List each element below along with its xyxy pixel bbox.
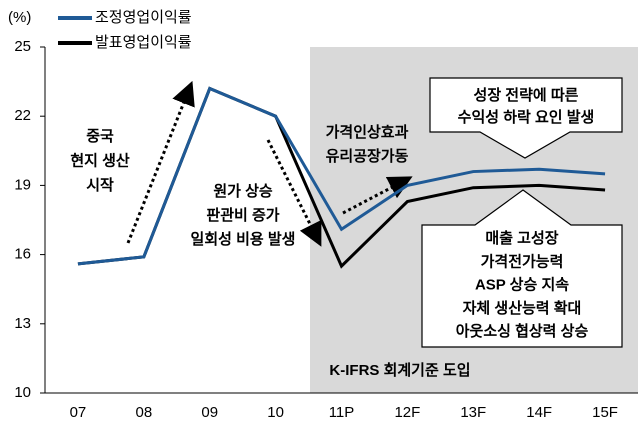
annotation: 시작 xyxy=(86,176,114,194)
annotation: 가격전가능력 xyxy=(481,252,564,270)
arrow xyxy=(342,176,413,215)
y-tick-label: 25 xyxy=(14,38,31,55)
annotation: 현지 생산 xyxy=(70,152,130,169)
y-tick-label: 19 xyxy=(14,176,31,193)
annotation: ASP 상승 지속 xyxy=(475,277,569,294)
y-tick-label: 10 xyxy=(14,384,31,401)
x-tick-label: 12F xyxy=(394,404,420,421)
annotation: 성장 전략에 따른 xyxy=(474,86,579,104)
annotation: 아웃소싱 협상력 상승 xyxy=(456,322,589,340)
series-line xyxy=(77,86,606,266)
x-tick-label: 10 xyxy=(267,404,284,421)
x-tick-label: 15F xyxy=(592,404,618,421)
legend-label: 발표영업이익률 xyxy=(95,34,192,51)
annotation: 자체 생산능력 확대 xyxy=(463,299,582,317)
x-tick-label: 07 xyxy=(70,404,87,421)
x-tick-label: 08 xyxy=(135,404,152,421)
annotation: 중국 xyxy=(86,128,114,145)
annotation: 일회성 비용 발생 xyxy=(191,230,296,248)
x-tick-label: 13F xyxy=(460,404,486,421)
y-tick-label: 22 xyxy=(14,107,31,124)
shade-label: K-IFRS 회계기준 도입 xyxy=(329,362,470,379)
callout-box xyxy=(429,77,623,159)
x-tick-label: 14F xyxy=(526,404,552,421)
y-tick-label: 13 xyxy=(14,315,31,332)
x-tick-label: 09 xyxy=(201,404,218,421)
annotation: 유리공장가동 xyxy=(326,147,409,165)
annotation: 판관비 증가 xyxy=(206,207,279,224)
annotation: 원가 상승 xyxy=(213,183,273,200)
x-tick-label: 11P xyxy=(329,404,355,421)
annotation: 수익성 하락 요인 발생 xyxy=(458,108,595,126)
annotation: 가격인상효과 xyxy=(326,123,409,141)
callout-box xyxy=(421,189,623,348)
y-axis-label: (%) xyxy=(8,9,31,26)
y-tick-label: 16 xyxy=(14,246,31,263)
annotation: 매출 고성장 xyxy=(485,229,558,247)
legend-label: 조정영업이익률 xyxy=(95,9,192,26)
